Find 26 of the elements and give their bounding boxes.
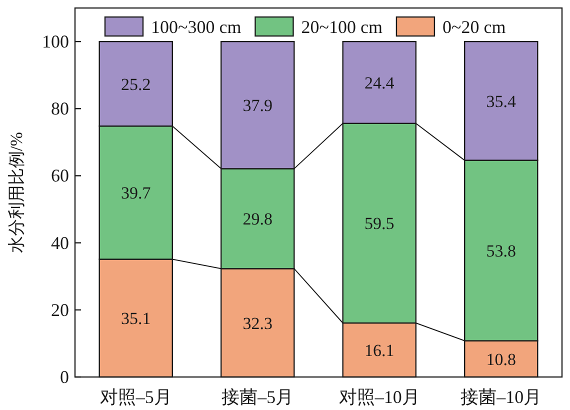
data-label: 35.1 [121,309,151,328]
y-tick-label: 0 [60,367,69,387]
data-label: 29.8 [242,210,272,229]
data-label: 25.2 [121,74,151,94]
y-tick-label: 100 [42,32,69,52]
data-label: 24.4 [364,73,395,92]
x-tick-label: 接菌–10月 [460,387,542,407]
legend-label: 100~300 cm [151,17,242,37]
data-label: 37.9 [242,96,272,116]
data-label: 35.4 [486,92,516,111]
y-tick-label: 40 [51,232,69,253]
data-label: 16.1 [364,340,394,360]
x-tick-label: 接菌–5月 [222,387,294,407]
y-tick-label: 80 [51,98,69,119]
data-label: 10.8 [486,350,516,369]
x-tick-label: 对照–5月 [100,387,172,407]
y-tick-label: 60 [51,166,69,186]
y-tick-label: 20 [51,300,69,320]
legend-label: 20~100 cm [301,17,382,37]
data-label: 39.7 [121,184,152,203]
data-label: 32.3 [242,314,272,333]
data-label: 59.5 [364,214,394,234]
x-tick-label: 对照–10月 [338,387,420,407]
legend-label: 0~20 cm [442,17,506,37]
data-label: 53.8 [486,242,516,261]
y-axis-title: 水分利用比例/% [7,132,26,253]
